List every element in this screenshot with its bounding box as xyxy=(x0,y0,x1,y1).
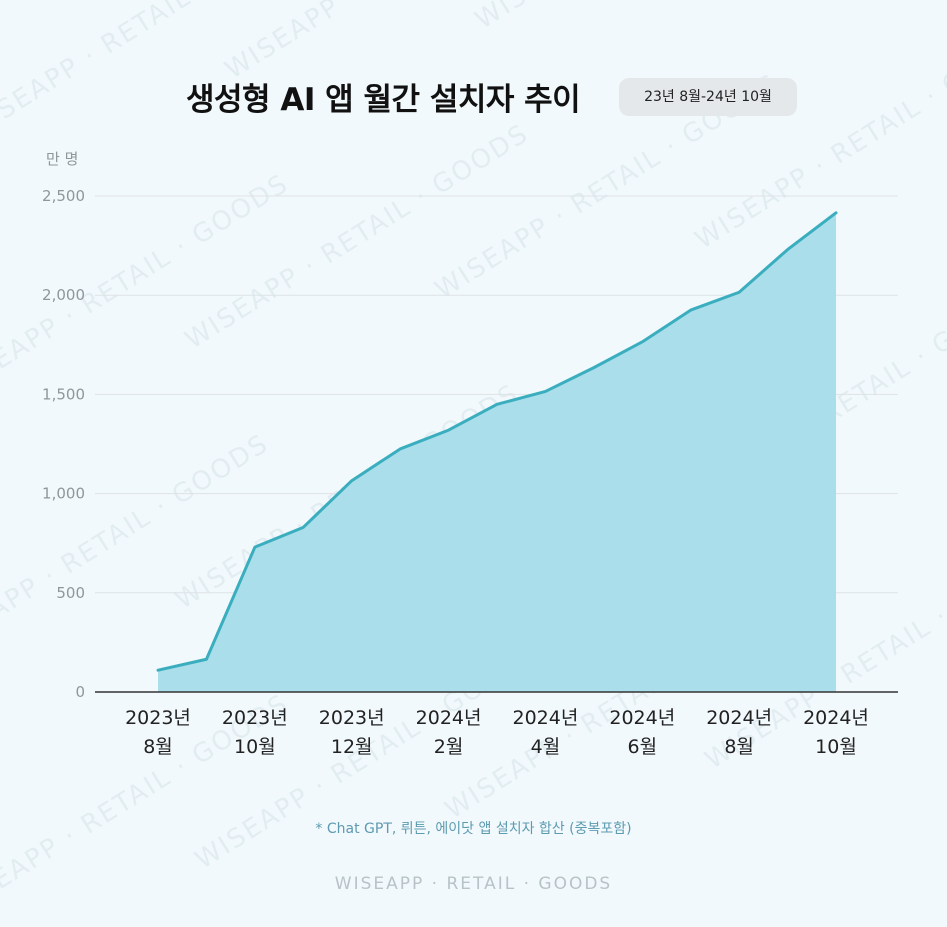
x-tick-label-year: 2024년 xyxy=(803,707,869,729)
x-tick-label-month: 8월 xyxy=(143,736,173,758)
y-tick-label: 1,500 xyxy=(42,385,85,403)
series-line xyxy=(156,211,838,672)
x-tick-label-year: 2023년 xyxy=(125,707,191,729)
period-badge: 23년 8월-24년 10월 xyxy=(619,78,797,116)
x-tick-label-month: 10월 xyxy=(815,736,857,758)
y-tick-label: 2,000 xyxy=(42,286,85,304)
chart-title: 생성형 AI 앱 월간 설치자 추이 xyxy=(186,82,581,118)
x-tick-label-year: 2024년 xyxy=(513,707,579,729)
y-tick-label: 2,500 xyxy=(42,187,85,205)
x-tick-label-year: 2024년 xyxy=(706,707,772,729)
x-tick-label-month: 8월 xyxy=(724,736,754,758)
y-tick-label: 0 xyxy=(75,683,85,701)
x-tick-label-year: 2023년 xyxy=(222,707,288,729)
x-tick-label-year: 2023년 xyxy=(319,707,385,729)
x-tick-label-year: 2024년 xyxy=(609,707,675,729)
y-tick-label: 500 xyxy=(56,584,85,602)
x-tick-label-month: 4월 xyxy=(531,736,561,758)
x-tick-label-month: 2월 xyxy=(434,736,464,758)
y-axis-unit-label: 만 명 xyxy=(46,150,79,168)
y-tick-label: 1,000 xyxy=(42,485,85,503)
area-fill xyxy=(158,212,836,692)
x-tick-label-month: 12월 xyxy=(331,736,373,758)
footnote: * Chat GPT, 뤼튼, 에이닷 앱 설치자 합산 (중복포함) xyxy=(315,821,632,837)
x-tick-label-month: 10월 xyxy=(234,736,276,758)
x-tick-label-month: 6월 xyxy=(627,736,657,758)
x-tick-label-year: 2024년 xyxy=(416,707,482,729)
brand-footer: WISEAPP · RETAIL · GOODS xyxy=(334,874,613,894)
